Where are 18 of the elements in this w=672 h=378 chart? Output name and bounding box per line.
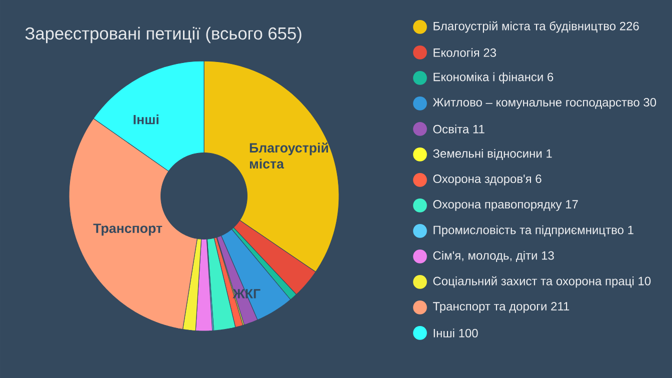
legend-label: Соціальний захист та охорона праці 10 xyxy=(433,276,651,288)
legend-label: Економіка і фінанси 6 xyxy=(434,72,554,84)
text: Транспорт xyxy=(93,224,162,236)
text: Інші xyxy=(134,114,158,124)
legend-label: Охорона правопорядку 17 xyxy=(433,200,578,211)
legend-label: Сім'я, молодь, діти 13 xyxy=(433,250,554,262)
legend-label: Інші 100 xyxy=(434,328,478,338)
legend-label: Екологія 23 xyxy=(434,48,496,57)
legend-label: Житлово – комунальне господарство 30 xyxy=(432,98,656,109)
text: ЖКГ xyxy=(232,289,260,298)
legend-label: Промисловість та підприємництво 1 xyxy=(434,225,634,237)
legend-label: Охорона здоров'я 6 xyxy=(433,174,542,186)
chart-title: Зареєстровані петиції (всього 655) xyxy=(25,26,302,44)
legend-label: Благоустрій міста та будівництво 226 xyxy=(434,21,639,33)
legend-label: Транспорт та дороги 211 xyxy=(432,302,570,313)
legend-label: Земельні відносини 1 xyxy=(433,148,552,160)
text: Благоустрій міста xyxy=(250,142,328,169)
legend-label: Освіта 11 xyxy=(433,124,484,134)
